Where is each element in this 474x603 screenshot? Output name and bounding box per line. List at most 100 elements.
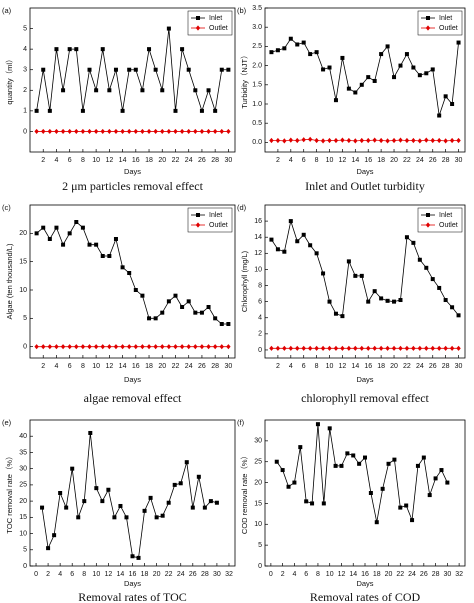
x-tick-label: 18 xyxy=(373,571,381,578)
marker xyxy=(126,128,132,135)
marker xyxy=(146,344,152,350)
marker xyxy=(426,213,430,217)
marker xyxy=(74,220,79,224)
marker xyxy=(346,345,352,351)
x-tick-label: 26 xyxy=(429,363,437,370)
x-tick-label: 2 xyxy=(281,571,285,578)
marker xyxy=(76,515,81,520)
marker xyxy=(415,463,420,468)
marker xyxy=(41,225,46,230)
marker xyxy=(320,345,326,351)
marker xyxy=(366,137,371,144)
x-tick-label: 22 xyxy=(403,363,411,370)
marker xyxy=(398,63,403,68)
marker xyxy=(392,457,397,462)
marker xyxy=(353,345,358,351)
y-tick-label: 0 xyxy=(258,347,262,354)
marker xyxy=(186,299,191,304)
x-tick-label: 26 xyxy=(198,157,206,164)
marker xyxy=(206,305,211,309)
x-tick-label: 18 xyxy=(145,363,153,370)
marker xyxy=(193,88,198,93)
y-tick-label: 5 xyxy=(23,25,27,32)
marker xyxy=(391,137,397,144)
marker xyxy=(327,65,332,70)
marker xyxy=(314,251,319,256)
caption: Inlet and Outlet turbidity xyxy=(305,179,425,193)
marker xyxy=(301,232,306,237)
marker xyxy=(195,222,201,228)
marker xyxy=(74,128,79,135)
x-tick-label: 20 xyxy=(158,157,166,164)
marker xyxy=(179,128,185,135)
marker xyxy=(160,88,165,93)
marker xyxy=(421,455,426,460)
marker xyxy=(166,128,172,135)
marker xyxy=(456,137,461,144)
marker xyxy=(411,345,416,351)
marker xyxy=(366,299,371,304)
marker xyxy=(195,25,201,31)
marker xyxy=(40,505,45,510)
marker xyxy=(160,128,165,135)
plot-frame xyxy=(264,419,466,567)
marker xyxy=(100,128,105,135)
x-tick-label: 14 xyxy=(349,571,357,578)
marker xyxy=(172,482,177,487)
x-tick-label: 24 xyxy=(177,571,185,578)
marker xyxy=(146,128,152,135)
x-tick-label: 6 xyxy=(70,571,74,578)
marker xyxy=(385,345,390,351)
marker xyxy=(282,249,287,254)
marker xyxy=(366,75,371,80)
marker xyxy=(340,345,345,351)
marker xyxy=(47,344,53,350)
marker xyxy=(411,240,416,245)
marker xyxy=(82,499,87,504)
y-tick-label: 6 xyxy=(258,298,262,305)
plot-frame xyxy=(264,7,466,153)
y-axis-label: quantity（ml） xyxy=(5,55,14,104)
x-tick-label: 16 xyxy=(132,157,140,164)
x-axis-label: Days xyxy=(124,579,141,588)
marker xyxy=(417,257,422,262)
marker xyxy=(34,108,39,113)
x-tick-label: 18 xyxy=(145,157,153,164)
marker xyxy=(359,345,364,351)
marker xyxy=(327,299,332,304)
y-tick-label: 2.5 xyxy=(252,43,262,50)
marker xyxy=(199,310,204,315)
y-tick-label: 5 xyxy=(258,542,262,549)
marker xyxy=(308,243,313,248)
x-tick-label: 0 xyxy=(269,571,273,578)
y-tick-label: 20 xyxy=(254,479,262,486)
legend-label: Inlet xyxy=(209,212,222,219)
y-tick-label: 0 xyxy=(23,344,27,351)
marker xyxy=(274,459,279,464)
marker xyxy=(380,486,385,491)
marker xyxy=(60,128,66,135)
x-tick-label: 8 xyxy=(315,363,319,370)
marker xyxy=(54,128,59,135)
x-tick-label: 12 xyxy=(339,363,347,370)
y-tick-label: 8 xyxy=(258,282,262,289)
x-tick-label: 2 xyxy=(276,157,280,164)
x-tick-label: 14 xyxy=(119,363,127,370)
marker xyxy=(107,254,112,258)
marker xyxy=(333,98,338,103)
x-tick-label: 6 xyxy=(302,157,306,164)
x-axis-label: Days xyxy=(356,375,373,384)
x-tick-label: 16 xyxy=(364,157,372,164)
panel-label: (d) xyxy=(237,203,247,212)
marker xyxy=(226,344,231,350)
x-tick-label: 18 xyxy=(141,571,149,578)
marker xyxy=(430,277,435,282)
marker xyxy=(353,90,358,95)
legend-label: Inlet xyxy=(439,212,452,219)
legend-box xyxy=(187,10,233,36)
marker xyxy=(54,225,59,230)
plot-frame xyxy=(29,204,236,359)
marker xyxy=(178,481,183,486)
marker xyxy=(199,344,205,350)
marker xyxy=(153,128,158,135)
